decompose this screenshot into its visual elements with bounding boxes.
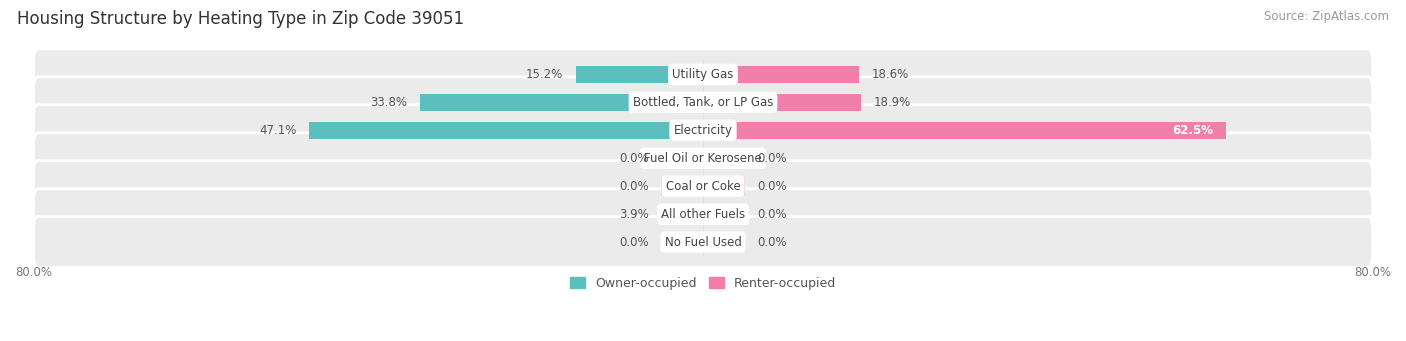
Text: 18.9%: 18.9%	[873, 96, 911, 109]
Bar	[703, 178, 745, 195]
Text: All other Fuels: All other Fuels	[661, 208, 745, 221]
Text: 0.0%: 0.0%	[619, 236, 648, 249]
Text: 0.0%: 0.0%	[758, 152, 787, 165]
Text: 0.0%: 0.0%	[758, 180, 787, 193]
Bar	[661, 150, 703, 167]
Legend: Owner-occupied, Renter-occupied: Owner-occupied, Renter-occupied	[565, 272, 841, 295]
Text: 62.5%: 62.5%	[1173, 124, 1213, 137]
FancyBboxPatch shape	[34, 77, 1372, 128]
Text: Electricity: Electricity	[673, 124, 733, 137]
Text: No Fuel Used: No Fuel Used	[665, 236, 741, 249]
Text: 47.1%: 47.1%	[259, 124, 297, 137]
FancyBboxPatch shape	[34, 217, 1372, 267]
Text: 33.8%: 33.8%	[371, 96, 408, 109]
Text: Utility Gas: Utility Gas	[672, 68, 734, 81]
Text: 0.0%: 0.0%	[758, 208, 787, 221]
Text: 0.0%: 0.0%	[619, 180, 648, 193]
Text: Fuel Oil or Kerosene: Fuel Oil or Kerosene	[644, 152, 762, 165]
Text: 18.6%: 18.6%	[872, 68, 908, 81]
FancyBboxPatch shape	[34, 49, 1372, 100]
Bar	[661, 178, 703, 195]
Text: 0.0%: 0.0%	[758, 236, 787, 249]
FancyBboxPatch shape	[34, 133, 1372, 184]
Text: 0.0%: 0.0%	[619, 152, 648, 165]
FancyBboxPatch shape	[34, 105, 1372, 156]
Bar	[703, 205, 745, 223]
Bar	[576, 66, 703, 83]
FancyBboxPatch shape	[34, 161, 1372, 212]
Bar	[703, 122, 1226, 139]
Text: 3.9%: 3.9%	[619, 208, 648, 221]
Text: Bottled, Tank, or LP Gas: Bottled, Tank, or LP Gas	[633, 96, 773, 109]
Bar	[661, 205, 703, 223]
Bar	[703, 94, 860, 111]
Text: Source: ZipAtlas.com: Source: ZipAtlas.com	[1264, 10, 1389, 23]
Bar	[309, 122, 703, 139]
Bar	[420, 94, 703, 111]
Bar	[703, 233, 745, 251]
FancyBboxPatch shape	[34, 189, 1372, 239]
Bar	[703, 150, 745, 167]
Text: 15.2%: 15.2%	[526, 68, 564, 81]
Text: Housing Structure by Heating Type in Zip Code 39051: Housing Structure by Heating Type in Zip…	[17, 10, 464, 28]
Text: Coal or Coke: Coal or Coke	[665, 180, 741, 193]
Bar	[661, 233, 703, 251]
Bar	[703, 66, 859, 83]
